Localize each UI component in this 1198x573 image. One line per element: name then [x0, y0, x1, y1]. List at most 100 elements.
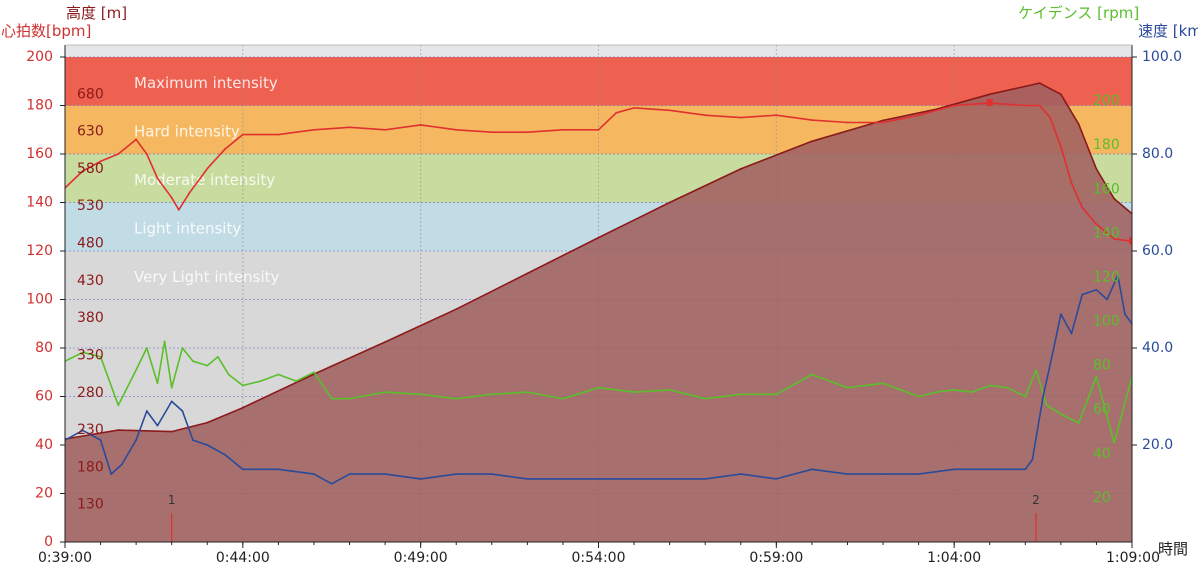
speed-tick-label-0: 20.0 — [1142, 437, 1173, 453]
hr-tick-label-7: 140 — [26, 195, 53, 211]
heart_rate-point-15 — [348, 126, 351, 129]
speed-tick-label-2: 60.0 — [1142, 243, 1173, 259]
speed-line — [65, 274, 1132, 485]
time-axis-title: 時間 — [1158, 540, 1188, 558]
hr-tick-label-9: 180 — [26, 98, 53, 114]
time-tick-label-2: 0:49:00 — [394, 550, 448, 566]
speed-point-1 — [81, 429, 84, 432]
time-tick-label-6: 1:09:00 — [1106, 550, 1160, 566]
speed-point-2 — [99, 439, 102, 441]
speed-point-40 — [1060, 313, 1062, 315]
altitude-tick-label-3: 280 — [77, 385, 104, 401]
speed-point-25 — [633, 478, 635, 480]
cadence-point-36 — [917, 395, 920, 398]
heart_rate-point-38 — [1060, 145, 1062, 148]
altitude-tick-label-10: 630 — [77, 124, 104, 140]
heart_rate-point-5 — [145, 153, 148, 155]
hr-tick-label-5: 100 — [26, 292, 53, 308]
altitude-tick-label-1: 180 — [77, 459, 104, 475]
altitude-point-13 — [882, 119, 884, 122]
speed-point-20 — [455, 473, 458, 475]
altitude-axis-title: 高度 [m] — [66, 4, 127, 22]
cadence-point-23 — [455, 397, 458, 400]
speed-point-3 — [110, 473, 113, 475]
speed-point-8 — [170, 400, 173, 403]
hr-tick-label-4: 80 — [35, 340, 53, 356]
cadence-point-8 — [170, 386, 173, 389]
cadence-point-33 — [811, 373, 813, 376]
speed-point-38 — [1042, 395, 1044, 398]
cadence-point-4 — [135, 369, 138, 371]
heart_rate-point-36 — [1038, 104, 1041, 107]
cadence-point-30 — [704, 397, 707, 400]
heart_rate-point-9 — [188, 191, 191, 194]
altitude-point-18 — [1077, 123, 1080, 126]
altitude-tick-label-9: 580 — [77, 161, 104, 177]
cadence-point-21 — [384, 391, 386, 393]
heart_rate-point-16 — [384, 128, 386, 131]
speed-point-31 — [846, 473, 849, 475]
altitude-tick-label-11: 680 — [77, 86, 104, 102]
altitude-point-6 — [384, 341, 386, 343]
cadence-point-31 — [739, 393, 742, 396]
speed-point-24 — [597, 478, 600, 480]
altitude-point-8 — [526, 272, 529, 275]
altitude-point-4 — [241, 406, 244, 409]
heart_rate-point-31 — [882, 121, 884, 124]
cadence-point-26 — [562, 397, 564, 400]
hr-tick-label-10: 200 — [26, 49, 53, 65]
cadence-point-12 — [217, 355, 219, 358]
speed-point-15 — [313, 473, 315, 475]
altitude-point-20 — [1113, 197, 1116, 200]
cadence-point-39 — [971, 391, 973, 393]
speed-point-22 — [526, 478, 529, 480]
hr-tick-label-6: 120 — [26, 243, 53, 259]
speed-point-4 — [121, 463, 123, 466]
heart_rate-point-30 — [846, 121, 849, 124]
cadence-tick-label-2: 60 — [1093, 402, 1111, 418]
cadence-tick-label-9: 200 — [1093, 93, 1120, 109]
lap-marker-label-1: 2 — [1032, 493, 1040, 507]
altitude-point-3 — [206, 421, 209, 424]
zone-label-0: Maximum intensity — [134, 74, 278, 92]
heart_rate-point-1 — [81, 170, 84, 172]
altitude-tick-label-0: 130 — [77, 497, 104, 513]
altitude-tick-label-6: 430 — [77, 273, 104, 289]
altitude-point-12 — [811, 140, 813, 143]
cadence-point-15 — [259, 380, 262, 382]
cadence-point-29 — [668, 389, 671, 391]
cadence-point-35 — [882, 382, 884, 385]
heart_rate-point-14 — [313, 128, 315, 131]
cadence-point-19 — [330, 397, 333, 400]
speed-point-9 — [181, 410, 184, 412]
heart_rate-point-39 — [1070, 182, 1073, 185]
speed-point-17 — [348, 473, 351, 475]
speed-point-14 — [277, 468, 280, 471]
speed-point-42 — [1081, 293, 1084, 296]
altitude-point-19 — [1095, 168, 1098, 170]
cadence-point-27 — [597, 386, 600, 389]
speed-point-10 — [192, 439, 194, 441]
speed-point-45 — [1116, 274, 1119, 277]
heart_rate-point-7 — [170, 196, 173, 199]
cadence-tick-label-3: 80 — [1093, 358, 1111, 374]
hr-tick-label-2: 40 — [35, 437, 53, 453]
speed-point-27 — [704, 478, 707, 480]
altitude-tick-label-5: 380 — [77, 310, 104, 326]
altitude-point-17 — [1060, 93, 1062, 96]
altitude-point-11 — [739, 168, 742, 170]
speed-point-12 — [224, 453, 226, 456]
axis-titles: 高度 [m] 心拍数[bpm] ケイデンス [rpm] 速度 [km/h] 時間 — [1, 4, 1198, 558]
hr-tick-label-0: 0 — [44, 534, 53, 550]
heart_rate-point-37 — [1049, 116, 1052, 119]
cadence-point-11 — [206, 364, 209, 367]
heart_rate-point-6 — [156, 177, 159, 180]
hr-min-marker — [1129, 237, 1132, 245]
cadence-point-41 — [1006, 386, 1009, 389]
cadence-point-34 — [846, 386, 849, 389]
cadence-point-42 — [1024, 395, 1027, 398]
heart_rate-point-41 — [1095, 223, 1098, 226]
speed-point-36 — [1024, 468, 1027, 471]
heart_rate-point-8 — [177, 208, 180, 211]
heart_rate-point-10 — [206, 167, 209, 170]
